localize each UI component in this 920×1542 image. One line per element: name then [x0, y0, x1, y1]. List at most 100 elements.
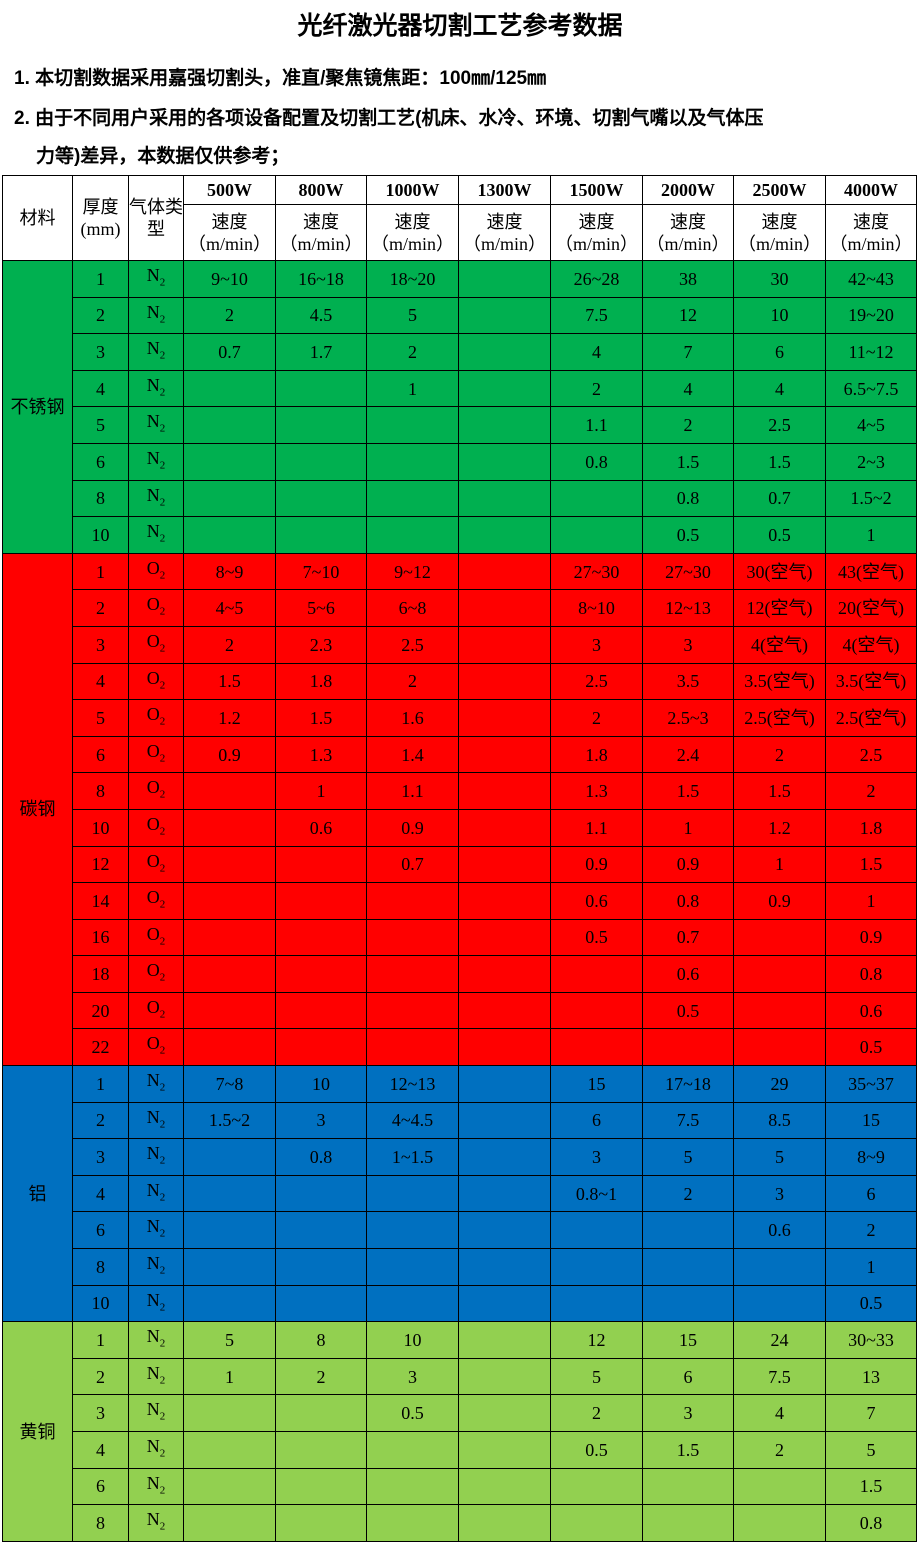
- speed-cell: 30~33: [825, 1321, 917, 1359]
- speed-cell: [733, 991, 826, 1030]
- speed-cell: 1.5: [642, 442, 734, 481]
- header-gas: 气体类型: [128, 175, 184, 261]
- gas-subscript: 2: [159, 1520, 166, 1533]
- speed-cell: 2: [366, 333, 459, 371]
- speed-cell: 10: [733, 296, 826, 335]
- speed-cell: 6: [642, 1357, 734, 1396]
- speed-cell: 1.5: [733, 772, 826, 810]
- header-power: 1000W: [366, 175, 459, 205]
- speed-cell: 12: [642, 296, 734, 335]
- speed-cell: [183, 1174, 276, 1213]
- speed-label: 速度: [761, 211, 798, 232]
- speed-cell: [275, 369, 367, 408]
- speed-cell: [550, 1028, 643, 1067]
- speed-cell: [183, 1284, 276, 1323]
- speed-cell: [275, 1211, 367, 1250]
- speed-cell: [183, 772, 276, 810]
- table-row: 2 N2 1.5~2 3 4~4.5 6 7.5 8.5 15: [2, 1101, 917, 1140]
- speed-cell: [183, 1248, 276, 1286]
- speed-unit: （m/min）: [462, 233, 546, 254]
- gas-cell: N2: [128, 1248, 184, 1286]
- thickness-cell: 1: [72, 1321, 129, 1359]
- speed-cell: [275, 479, 367, 518]
- speed-cell: 1.1: [366, 772, 459, 810]
- thickness-cell: 5: [72, 406, 129, 444]
- gas-cell: N2: [128, 1174, 184, 1213]
- thickness-cell: 1: [72, 552, 129, 591]
- gas-symbol: N: [146, 1106, 160, 1127]
- speed-unit: （m/min）: [737, 233, 821, 254]
- thickness-cell: 8: [72, 1248, 129, 1286]
- speed-cell: 16~18: [275, 260, 367, 298]
- material-cell: 黄铜: [2, 1321, 73, 1542]
- header-thickness: 厚度(mm): [72, 175, 129, 261]
- speed-cell: [183, 1138, 276, 1176]
- speed-cell: 3: [642, 625, 734, 664]
- table-row: 3 O2 2 2.3 2.5 3 3 4(空气) 4(空气): [2, 625, 917, 664]
- speed-cell: 0.5: [642, 516, 734, 554]
- thickness-cell: 2: [72, 1101, 129, 1140]
- note-2-continued: 力等)差异，本数据仅供参考；: [36, 146, 290, 167]
- page-title: 光纤激光器切割工艺参考数据: [297, 12, 623, 40]
- gas-cell: N2: [128, 296, 184, 335]
- speed-cell: [458, 845, 551, 884]
- speed-cell: [275, 1284, 367, 1323]
- gas-symbol: O: [146, 813, 160, 834]
- thickness-cell: 6: [72, 1211, 129, 1250]
- speed-cell: 12~13: [366, 1065, 459, 1103]
- gas-cell: N2: [128, 1431, 184, 1469]
- speed-cell: [275, 1028, 367, 1067]
- table-row: 4 N2 0.5 1.5 2 5: [2, 1431, 917, 1469]
- thickness-cell: 6: [72, 1467, 129, 1506]
- speed-cell: [275, 406, 367, 444]
- thickness-cell: 1: [72, 260, 129, 298]
- speed-cell: 1.5: [183, 662, 276, 701]
- table-row: 5 O2 1.2 1.5 1.6 2 2.5~3 2.5(空气) 2.5(空气): [2, 699, 917, 737]
- speed-cell: [366, 1504, 459, 1542]
- speed-cell: 15: [825, 1101, 917, 1140]
- gas-cell: N2: [128, 442, 184, 481]
- speed-cell: [550, 1467, 643, 1506]
- speed-cell: 11~12: [825, 333, 917, 371]
- gas-subscript: 2: [159, 349, 166, 362]
- header-power: 1300W: [458, 175, 551, 205]
- speed-cell: 0.5: [642, 991, 734, 1030]
- thickness-cell: 20: [72, 991, 129, 1030]
- speed-cell: 0.8: [275, 1138, 367, 1176]
- table-row: 2 N2 1 2 3 5 6 7.5 13: [2, 1357, 917, 1396]
- speed-cell: 3: [550, 625, 643, 664]
- gas-cell: O2: [128, 735, 184, 774]
- speed-cell: 0.8~1: [550, 1174, 643, 1213]
- thickness-cell: 3: [72, 1138, 129, 1176]
- gas-subscript: 2: [159, 532, 166, 545]
- speed-cell: 0.9: [366, 808, 459, 847]
- header-material: 材料: [2, 175, 73, 261]
- speed-cell: 2.4: [642, 735, 734, 774]
- speed-cell: [458, 1431, 551, 1469]
- speed-cell: [458, 589, 551, 627]
- speed-cell: 5: [183, 1321, 276, 1359]
- speed-cell: [458, 369, 551, 408]
- gas-symbol: O: [146, 923, 160, 944]
- header-power: 4000W: [825, 175, 917, 205]
- thickness-cell: 3: [72, 625, 129, 664]
- speed-cell: 0.7: [642, 918, 734, 957]
- header-speed: 速度 （m/min）: [366, 204, 459, 261]
- speed-cell: 0.5: [550, 1431, 643, 1469]
- header-row-speed: 速度 （m/min） 速度 （m/min） 速度 （m/min） 速度 （m/min） 速度 （m…: [3, 204, 917, 261]
- thickness-cell: 8: [72, 1504, 129, 1542]
- speed-cell: [275, 1431, 367, 1469]
- thickness-cell: 16: [72, 918, 129, 957]
- speed-label: 速度: [211, 211, 248, 232]
- thickness-cell: 14: [72, 882, 129, 920]
- gas-symbol: N: [146, 1472, 160, 1493]
- header-speed: 速度 （m/min）: [275, 204, 367, 261]
- gas-cell: N2: [128, 1357, 184, 1396]
- speed-cell: 1.2: [733, 808, 826, 847]
- speed-cell: 0.5: [825, 1284, 917, 1323]
- gas-subscript: 2: [159, 788, 166, 801]
- speed-cell: [458, 1394, 551, 1432]
- gas-cell: N2: [128, 1504, 184, 1542]
- speed-cell: 12~13: [642, 589, 734, 627]
- speed-cell: 4~5: [825, 406, 917, 444]
